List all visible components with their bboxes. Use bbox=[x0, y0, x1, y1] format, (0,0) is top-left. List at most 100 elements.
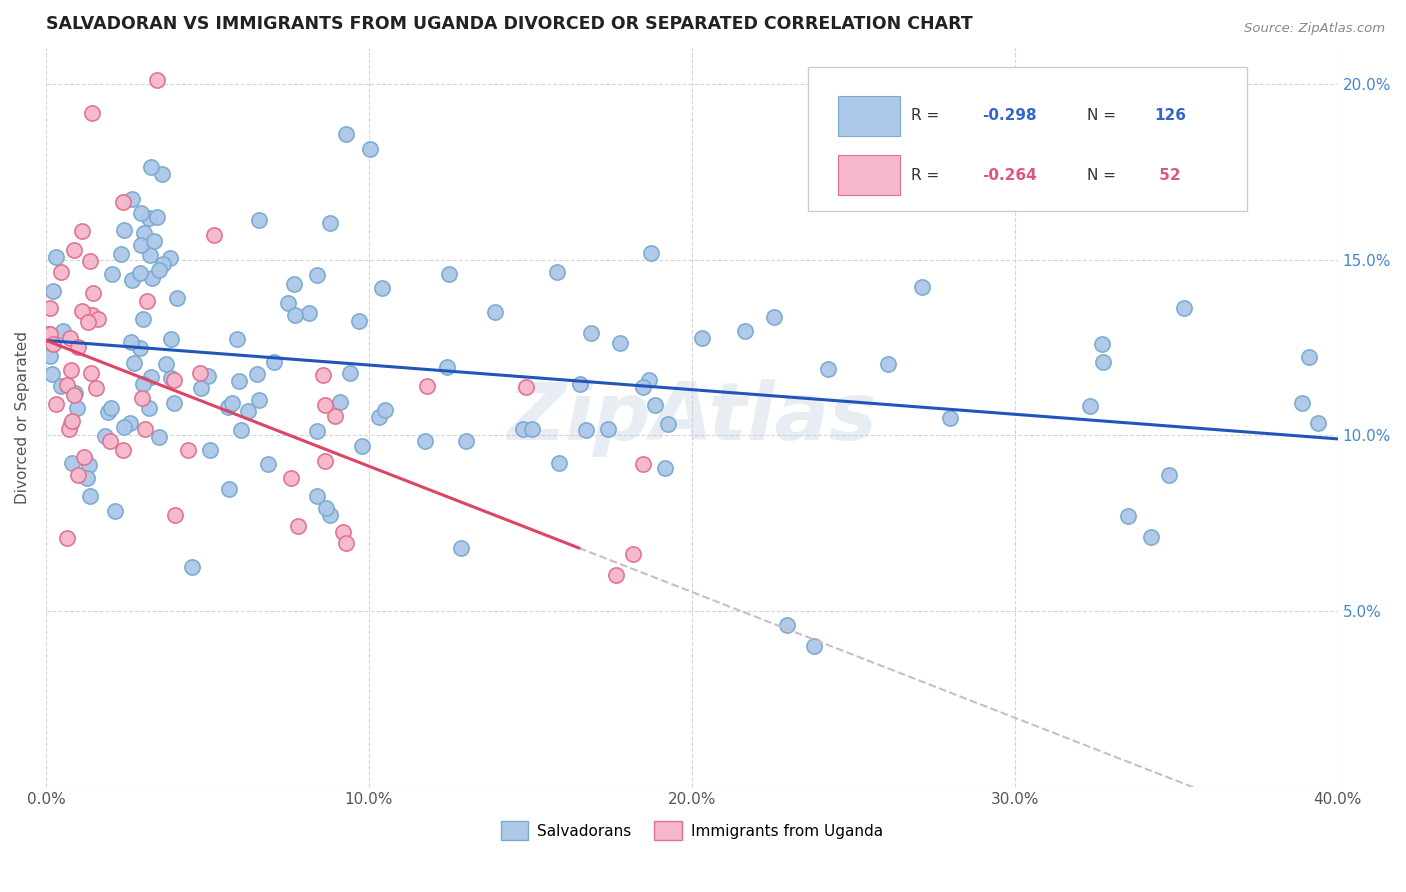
Point bbox=[1080, 399, 1102, 413]
Text: ZipAtlas: ZipAtlas bbox=[508, 379, 877, 457]
Point bbox=[38, 326, 60, 341]
Point bbox=[325, 409, 347, 424]
Point bbox=[59, 416, 82, 430]
FancyBboxPatch shape bbox=[808, 67, 1247, 211]
Point bbox=[146, 72, 169, 87]
Point bbox=[55, 378, 77, 392]
Point bbox=[121, 192, 143, 206]
Point bbox=[437, 268, 460, 282]
Point bbox=[39, 326, 62, 341]
Point bbox=[134, 422, 156, 436]
Point bbox=[79, 254, 101, 268]
Point bbox=[217, 400, 239, 414]
Point bbox=[62, 388, 84, 402]
Point bbox=[776, 618, 799, 632]
Point bbox=[803, 639, 825, 653]
Point bbox=[257, 457, 280, 471]
Point bbox=[228, 374, 250, 388]
Point bbox=[339, 366, 361, 380]
Point bbox=[347, 313, 370, 327]
Point bbox=[45, 250, 67, 264]
Point bbox=[637, 373, 659, 387]
Point bbox=[374, 402, 396, 417]
Point bbox=[73, 450, 96, 464]
Point bbox=[413, 434, 436, 448]
Point bbox=[236, 404, 259, 418]
Point bbox=[416, 378, 439, 392]
Y-axis label: Divorced or Separated: Divorced or Separated bbox=[15, 331, 30, 504]
Point bbox=[120, 417, 142, 431]
Point bbox=[82, 285, 104, 300]
Point bbox=[128, 341, 150, 355]
Point bbox=[298, 306, 321, 320]
Text: R =: R = bbox=[911, 108, 945, 123]
Point bbox=[112, 195, 135, 210]
Point bbox=[135, 294, 157, 309]
Point bbox=[277, 296, 299, 310]
FancyBboxPatch shape bbox=[838, 155, 900, 195]
Point bbox=[163, 508, 186, 523]
Point bbox=[1116, 508, 1139, 523]
Point bbox=[371, 281, 394, 295]
Point bbox=[163, 373, 186, 387]
Point bbox=[45, 397, 67, 411]
Point bbox=[734, 324, 756, 338]
Point bbox=[138, 401, 160, 416]
Point bbox=[110, 247, 132, 261]
Point bbox=[1091, 337, 1114, 351]
Point bbox=[581, 326, 603, 340]
Point bbox=[690, 331, 713, 345]
Point bbox=[41, 368, 63, 382]
Point bbox=[246, 367, 269, 381]
Point bbox=[197, 368, 219, 383]
Point bbox=[367, 409, 389, 424]
Point bbox=[657, 417, 679, 432]
Point bbox=[226, 332, 249, 346]
Point bbox=[84, 381, 107, 395]
Point bbox=[59, 331, 82, 345]
Point bbox=[82, 105, 104, 120]
Point bbox=[66, 468, 89, 483]
Point bbox=[70, 224, 93, 238]
Point bbox=[911, 280, 934, 294]
Point bbox=[520, 421, 543, 435]
Point bbox=[280, 471, 302, 485]
Point bbox=[150, 167, 173, 181]
Point bbox=[138, 211, 160, 225]
Point bbox=[319, 508, 342, 522]
Point bbox=[145, 210, 167, 224]
Point bbox=[1140, 529, 1163, 543]
Point bbox=[139, 247, 162, 261]
Point bbox=[623, 547, 645, 561]
Point bbox=[129, 238, 152, 252]
Point bbox=[314, 399, 336, 413]
Point bbox=[229, 423, 252, 437]
Point bbox=[454, 434, 477, 448]
Point bbox=[190, 381, 212, 395]
Point bbox=[132, 377, 155, 392]
Point bbox=[1298, 351, 1320, 365]
Point bbox=[104, 504, 127, 518]
Text: 52: 52 bbox=[1154, 168, 1181, 183]
Point bbox=[450, 541, 472, 555]
Point bbox=[512, 422, 534, 436]
Point bbox=[41, 284, 63, 298]
Point bbox=[131, 391, 153, 405]
Point bbox=[307, 489, 329, 503]
Point bbox=[77, 458, 100, 473]
Text: N =: N = bbox=[1087, 168, 1121, 183]
Point bbox=[129, 266, 152, 280]
Point bbox=[129, 206, 152, 220]
Point bbox=[159, 332, 181, 346]
Point bbox=[283, 277, 305, 291]
Point bbox=[332, 524, 354, 539]
Point bbox=[148, 430, 170, 444]
Point bbox=[66, 340, 89, 354]
Point bbox=[87, 312, 110, 326]
Point bbox=[58, 422, 80, 436]
Point bbox=[287, 519, 309, 533]
Point bbox=[159, 251, 181, 265]
Point bbox=[198, 443, 221, 458]
Point bbox=[39, 301, 62, 315]
Point bbox=[112, 420, 135, 434]
